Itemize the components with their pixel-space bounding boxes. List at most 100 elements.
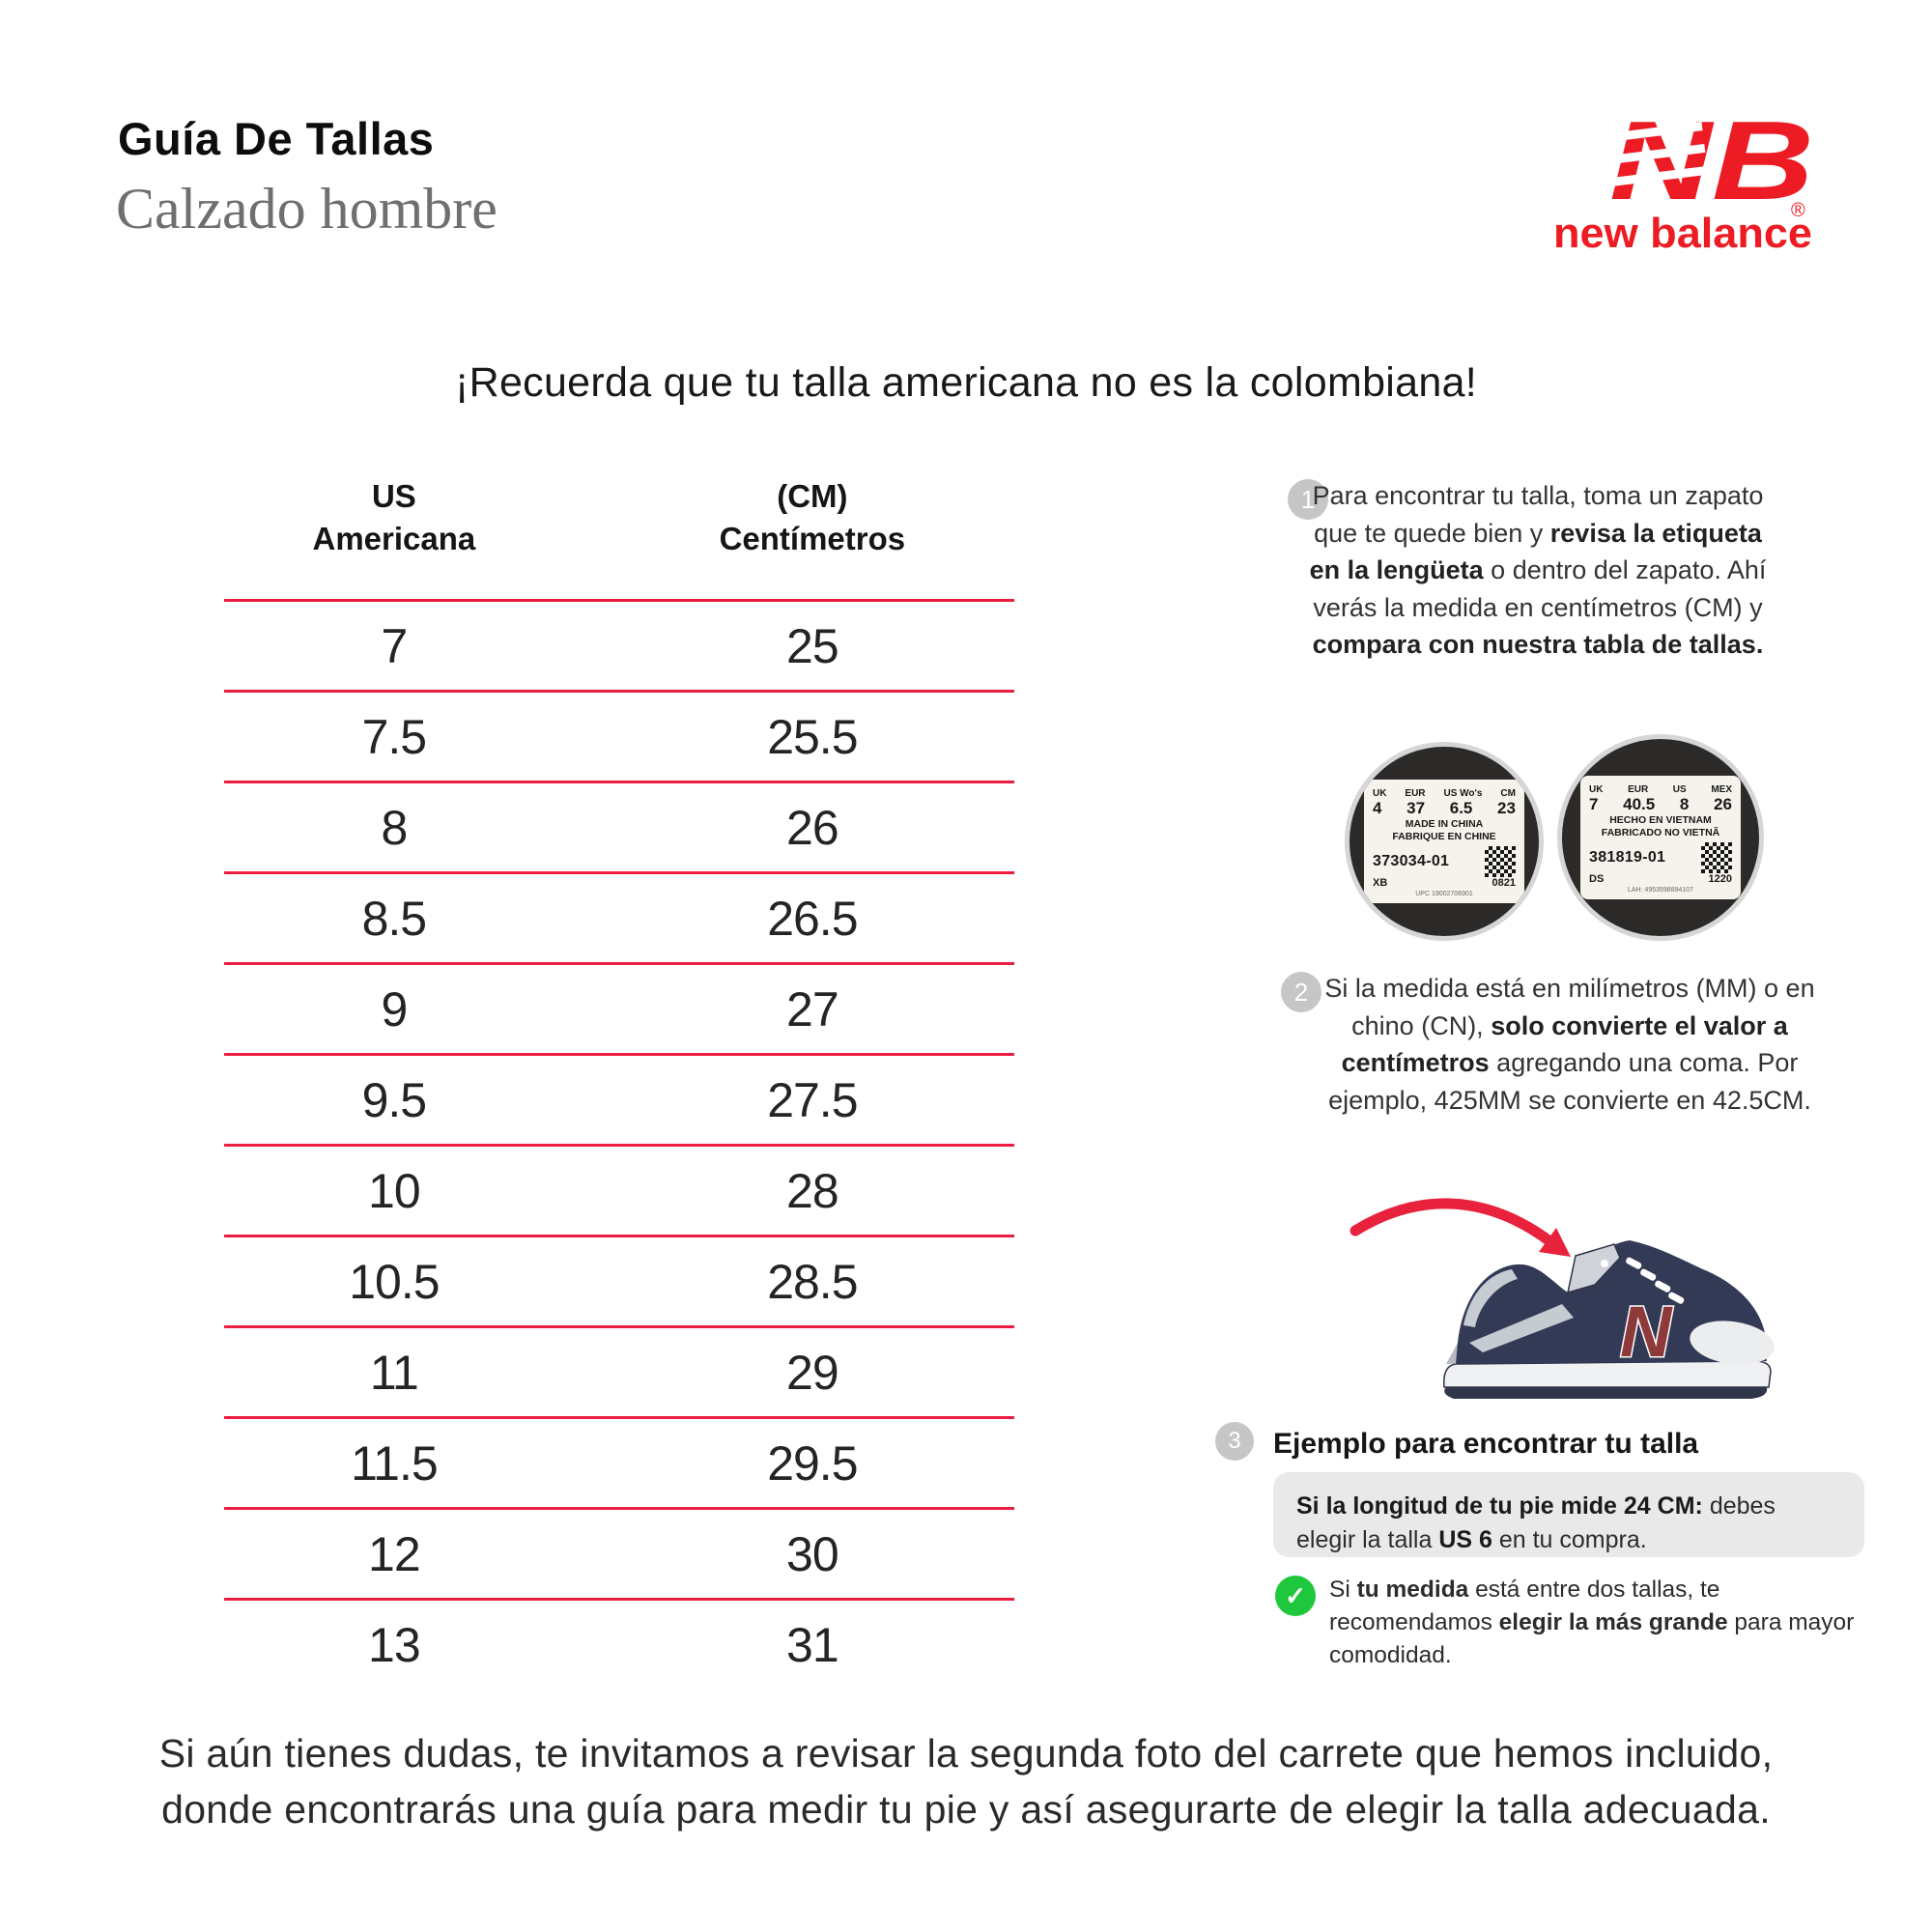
tag-col-header: US Wo's (1443, 788, 1483, 799)
tag-size-value: 8 (1679, 795, 1690, 813)
cm-size-value: 28 (786, 1163, 839, 1218)
shoe-tag-photo-right: UK EUR US MEX 7 40.5 8 26 HECHO EN VIETNAM FAB… (1557, 734, 1764, 941)
footer-note: Si aún tienes dudas, te invitamos a revi… (0, 1725, 1932, 1837)
cm-size-value: 28.5 (767, 1254, 858, 1309)
tag-factory-code: XB (1373, 877, 1388, 889)
table-row: 7 25 (224, 599, 1014, 690)
tip-text: Si tu medida está entre dos tallas, te r… (1329, 1577, 1855, 1668)
tag-col-header: US (1672, 784, 1687, 795)
cm-size-value: 26 (786, 800, 839, 855)
sneaker-icon: N (1443, 1240, 1775, 1399)
us-size-value: 12 (368, 1526, 421, 1581)
red-arrow-icon (1350, 1198, 1571, 1257)
step-3-badge: 3 (1215, 1422, 1254, 1461)
tag-size-value: 26 (1714, 795, 1732, 813)
cm-size-value: 30 (786, 1526, 839, 1581)
us-size-value: 8.5 (361, 891, 428, 946)
new-balance-logo: NB ® new balance (1553, 102, 1814, 255)
example-box: Si la longitud de tu pie mide 24 CM: deb… (1273, 1472, 1864, 1557)
us-size-value: 7 (381, 618, 408, 673)
tag-size-value: 40.5 (1623, 795, 1656, 813)
tag-origin-line: FABRICADO NO VIETNÃ (1601, 827, 1720, 838)
cm-size-value: 27 (786, 981, 839, 1037)
nb-wordmark: new balance (1553, 210, 1812, 255)
nb-monogram-icon: NB (1609, 102, 1814, 223)
size-table: US Americana (CM) Centímetros 7 25 7.5 2… (224, 475, 1014, 1689)
shoe-tag-right: UK EUR US MEX 7 40.5 8 26 HECHO EN VIETNAM FAB… (1580, 776, 1741, 899)
table-row: 10.5 28.5 (224, 1235, 1014, 1325)
registered-mark: ® (1791, 200, 1805, 221)
shoe-tag-photo-left: UK EUR US Wo's CM 4 37 6.5 23 MADE IN CHINA FA… (1345, 742, 1544, 941)
table-row: 8.5 26.5 (224, 871, 1014, 962)
tag-col-header: CM (1500, 788, 1516, 799)
us-size-value: 11.5 (351, 1435, 439, 1491)
tag-origin-line: FABRIQUE EN CHINE (1392, 831, 1496, 842)
tag-origin-line: HECHO EN VIETNAM (1609, 814, 1712, 826)
us-column-header: US Americana (312, 478, 476, 556)
cm-size-value: 25 (786, 618, 839, 673)
qr-code-icon (1701, 842, 1732, 873)
nb-speed-stripes-icon (1575, 122, 1709, 190)
page-subtitle: Calzado hombre (116, 177, 497, 241)
cm-size-value: 29.5 (767, 1435, 858, 1491)
size-table-body: 7 25 7.5 25.5 8 26 8.5 26.5 9 27 9.5 27.… (224, 599, 1014, 1689)
us-size-value: 9 (381, 981, 408, 1037)
cm-size-value: 25.5 (767, 709, 858, 764)
tag-fine-print: UPC 19002706901 (1415, 891, 1473, 897)
cm-size-value: 26.5 (767, 891, 858, 946)
tag-col-header: MEX (1711, 784, 1732, 795)
us-size-value: 13 (368, 1617, 421, 1672)
sneaker-illustration: N (1350, 1198, 1775, 1399)
tag-size-value: 6.5 (1449, 799, 1473, 817)
tag-size-value: 23 (1497, 799, 1516, 817)
page-title: Guía De Tallas (118, 113, 435, 164)
cm-size-value: 27.5 (767, 1072, 858, 1127)
step-1-text: Para encontrar tu talla, toma un zapato … (1309, 481, 1767, 659)
table-row: 11.5 29.5 (224, 1416, 1014, 1507)
cm-size-value: 29 (786, 1345, 839, 1400)
us-size-value: 10.5 (349, 1254, 440, 1309)
shoe-tag-left: UK EUR US Wo's CM 4 37 6.5 23 MADE IN CHINA FA… (1364, 780, 1524, 903)
tag-style-code: 381819-01 (1589, 849, 1666, 866)
tag-size-value: 37 (1406, 799, 1426, 817)
table-row: 9.5 27.5 (224, 1053, 1014, 1144)
cm-size-value: 31 (786, 1617, 839, 1672)
tag-col-header: EUR (1628, 784, 1649, 795)
step-3-heading: Ejemplo para encontrar tu talla (1273, 1428, 1699, 1460)
shoe-n-logo-icon: N (1620, 1292, 1673, 1372)
tag-origin-line: MADE IN CHINA (1405, 818, 1484, 830)
size-table-header: US Americana (CM) Centímetros (224, 475, 1014, 599)
check-icon: ✓ (1275, 1576, 1316, 1616)
us-size-value: 8 (381, 800, 408, 855)
qr-code-icon (1485, 846, 1516, 877)
reminder-heading: ¡Recuerda que tu talla americana no es l… (454, 359, 1478, 406)
table-row: 11 29 (224, 1325, 1014, 1416)
tag-col-header: UK (1373, 788, 1387, 799)
table-row: 12 30 (224, 1507, 1014, 1598)
cm-column-header: (CM) Centímetros (719, 478, 906, 556)
table-row: 8 26 (224, 781, 1014, 871)
us-size-value: 10 (368, 1163, 421, 1218)
table-row: 13 31 (224, 1598, 1014, 1689)
step-2-badge: 2 (1281, 972, 1321, 1012)
tag-fine-print: LAH: 4953598894107 (1627, 887, 1694, 894)
table-row: 7.5 25.5 (224, 690, 1014, 781)
table-row: 10 28 (224, 1144, 1014, 1235)
tag-size-value: 4 (1373, 799, 1382, 817)
step-2-text: Si la medida está en milímetros (MM) o e… (1324, 974, 1815, 1115)
tag-factory-code: DS (1589, 873, 1605, 885)
footer-line-2: donde encontrarás una guía para medir tu… (161, 1787, 1771, 1832)
us-size-value: 11 (369, 1345, 419, 1400)
tag-date-code: 1220 (1708, 873, 1732, 885)
tag-col-header: UK (1589, 784, 1604, 795)
us-size-value: 9.5 (361, 1072, 428, 1127)
tag-size-value: 7 (1589, 795, 1599, 813)
step-1-badge: 1 (1288, 479, 1328, 520)
tag-col-header: EUR (1405, 788, 1426, 799)
tag-date-code: 0821 (1492, 877, 1516, 889)
us-size-value: 7.5 (361, 709, 428, 764)
footer-line-1: Si aún tienes dudas, te invitamos a revi… (158, 1731, 1774, 1776)
tag-style-code: 373034-01 (1373, 853, 1450, 869)
table-row: 9 27 (224, 962, 1014, 1053)
